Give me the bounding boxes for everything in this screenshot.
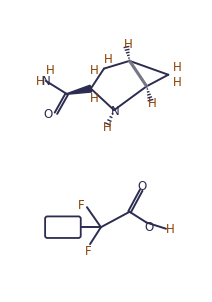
Text: O: O xyxy=(137,180,147,193)
FancyBboxPatch shape xyxy=(45,217,81,238)
Text: Abs: Abs xyxy=(53,222,73,232)
Text: H: H xyxy=(36,75,45,88)
Text: H: H xyxy=(124,38,132,51)
Text: N: N xyxy=(111,105,120,118)
Text: N: N xyxy=(42,75,51,88)
Text: H: H xyxy=(46,64,55,77)
Text: F: F xyxy=(85,245,92,258)
Text: H: H xyxy=(166,223,175,236)
Text: H: H xyxy=(89,92,98,105)
Text: H: H xyxy=(173,60,182,74)
Text: H: H xyxy=(103,120,112,133)
Text: H: H xyxy=(90,64,99,77)
Text: H: H xyxy=(103,53,112,66)
Text: O: O xyxy=(44,108,53,120)
Text: O: O xyxy=(144,221,153,234)
Text: H: H xyxy=(148,97,156,110)
Text: F: F xyxy=(77,199,84,212)
Polygon shape xyxy=(67,85,92,94)
Text: H: H xyxy=(173,76,182,89)
